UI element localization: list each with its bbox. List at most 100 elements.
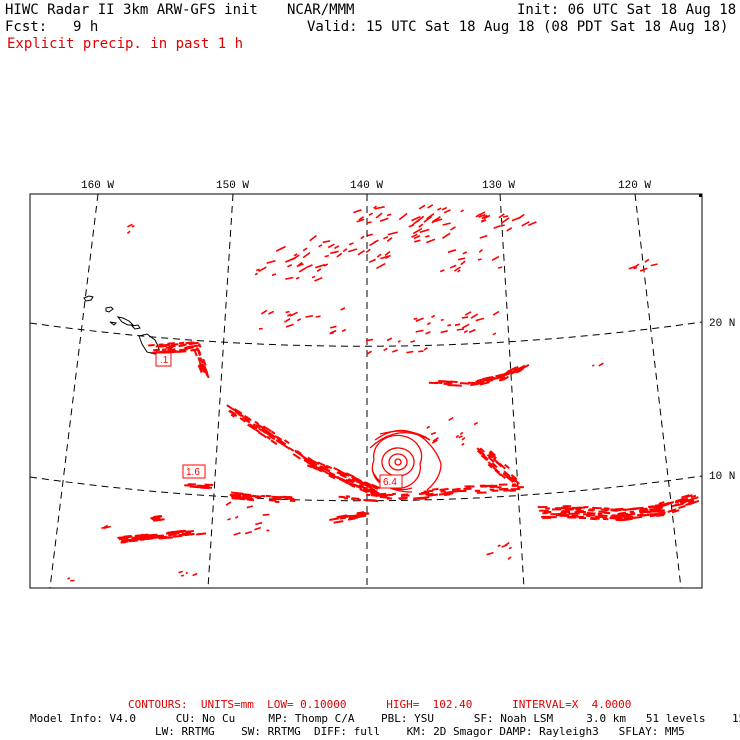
precip-cell [418, 350, 424, 353]
precip-cell [478, 248, 483, 253]
precip-cell [425, 492, 434, 496]
precip-cell [350, 482, 357, 487]
precip-cell [494, 469, 502, 477]
graticule [29, 193, 703, 589]
precip-cell [516, 369, 523, 373]
precip-cell [477, 380, 482, 384]
precip-cell [499, 376, 506, 380]
precip-cell [431, 215, 441, 224]
precip-cell [262, 425, 272, 433]
precip-cell [423, 489, 434, 493]
precip-cell [228, 409, 233, 414]
precip-cell [306, 264, 313, 268]
precip-cell [360, 235, 365, 240]
precip-cell [489, 450, 496, 457]
precip-cell [628, 265, 636, 270]
precip-cell [155, 344, 165, 348]
meridian-150w [207, 193, 234, 589]
precip-cell [456, 328, 465, 331]
precip-cell [156, 534, 165, 538]
precip-cell [406, 350, 414, 354]
precip-cell [257, 431, 268, 439]
precip-cell [504, 371, 512, 377]
precip-cell [438, 492, 446, 496]
precip-cell [270, 430, 276, 435]
precip-cell [507, 556, 512, 561]
precip-cell [234, 494, 241, 497]
precip-cell [227, 518, 231, 521]
precip-cell [255, 521, 263, 526]
precip-cell [384, 250, 391, 257]
precip-cell [500, 224, 505, 227]
precip-cell [692, 499, 700, 504]
precip-cell [242, 416, 248, 421]
precip-cell [449, 226, 456, 231]
precip-cell [473, 382, 480, 386]
precip-cell [486, 453, 492, 459]
precip-cell [387, 231, 398, 236]
precip-cell [284, 318, 291, 323]
precip-cell [488, 453, 494, 459]
precip-cell [507, 366, 517, 373]
precip-cell [463, 329, 468, 334]
precip-cell [254, 420, 260, 425]
precip-cell [325, 464, 333, 470]
precip-cell [255, 428, 261, 434]
precip-cell [67, 577, 71, 580]
precip-cell [423, 496, 430, 499]
precip-cell [200, 366, 205, 373]
precip-cell [181, 531, 192, 535]
precip-cell [368, 258, 377, 264]
precip-cell [305, 314, 314, 318]
precip-cell [425, 330, 431, 335]
precip-cell [371, 483, 381, 490]
precip-cell [292, 453, 301, 460]
precip-cell [627, 516, 637, 520]
precip-cell [270, 439, 277, 445]
precip-cell [656, 514, 665, 517]
precip-cell [591, 364, 595, 367]
precip-cell [187, 341, 195, 345]
precip-cell [508, 546, 512, 550]
precip-cell [439, 269, 445, 273]
precip-cell [262, 513, 270, 516]
map-frame [29, 193, 703, 589]
precip-cell [177, 350, 187, 353]
precip-cell [318, 244, 323, 248]
precip-cell [611, 514, 621, 517]
precip-cell [495, 375, 504, 380]
precip-cell [357, 249, 365, 256]
precip-cell [461, 442, 465, 446]
precip-cell [336, 471, 346, 478]
precip-cell [322, 240, 331, 244]
precip-cell [317, 461, 326, 467]
precip-cell [414, 239, 421, 243]
precip-cell [485, 375, 494, 380]
precip-cell [315, 263, 326, 269]
precip-cell [441, 206, 448, 211]
precip-cell [654, 503, 664, 507]
precip-cell [345, 514, 350, 518]
precip-cell [639, 267, 648, 272]
precip-cell [288, 446, 295, 452]
precip-cell [671, 509, 680, 514]
precip-cell [386, 213, 392, 217]
precip-cell [400, 494, 410, 497]
precip-cell [423, 215, 433, 223]
precip-cell [302, 251, 311, 259]
precip-cell [443, 490, 454, 494]
value-label-3: 6.4 [383, 477, 397, 488]
precip-cell [254, 272, 259, 276]
precip-cell [439, 487, 449, 491]
parallel-20n [29, 321, 703, 347]
precip-cell [246, 505, 254, 509]
precip-cell [479, 381, 490, 386]
precip-cell [685, 502, 691, 506]
precip-cell [167, 533, 177, 537]
precip-cell [225, 501, 232, 506]
precip-cell [386, 236, 393, 243]
precip-cell [197, 364, 203, 373]
precip-cell [479, 211, 486, 216]
precip-cell [323, 464, 330, 470]
precip-cell [653, 509, 661, 513]
